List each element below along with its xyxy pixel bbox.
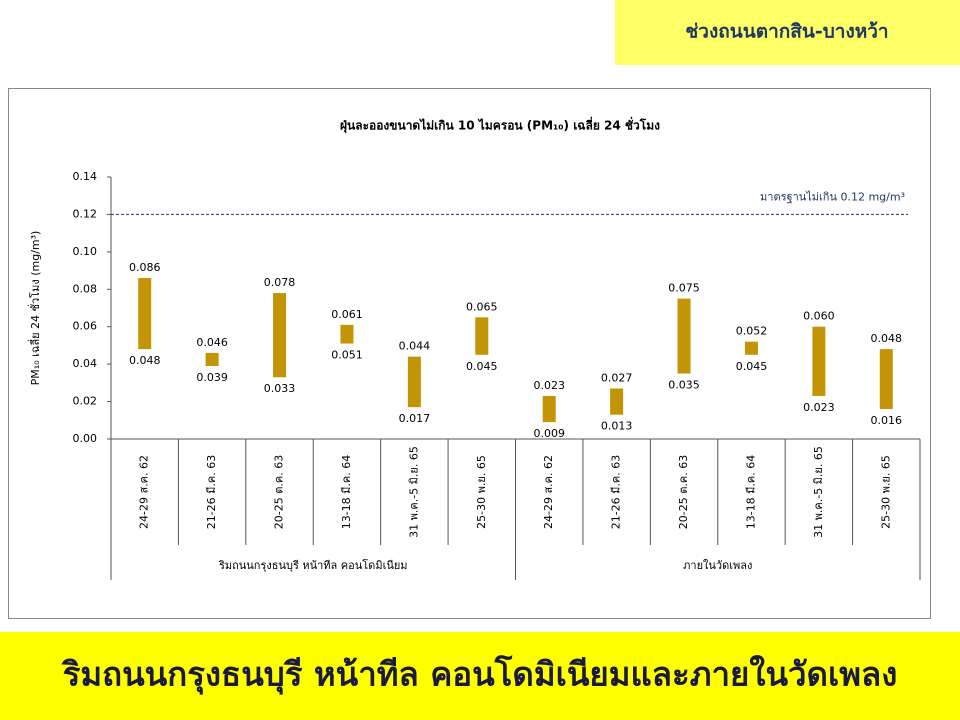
value-label-low: 0.039 (196, 371, 228, 384)
value-label-low: 0.013 (601, 420, 633, 433)
range-bar (879, 349, 893, 410)
value-label-low: 0.035 (668, 379, 700, 392)
reference-label: มาตรฐานไม่เกิน 0.12 mg/m³ (760, 190, 905, 203)
range-bar (542, 395, 556, 423)
value-label-high: 0.023 (533, 379, 565, 392)
group-label: ภายในวัดเพลง (683, 559, 752, 572)
value-label-high: 0.044 (399, 340, 431, 353)
x-tick-label: 20-25 ต.ค. 63 (677, 455, 690, 529)
group-label: ริมถนนกรุงธนบุรี หน้าทีล คอนโดมิเนียม (218, 558, 408, 572)
y-tick-label: 0.08 (73, 282, 98, 295)
value-label-high: 0.075 (668, 282, 700, 295)
value-label-low: 0.009 (533, 427, 565, 440)
x-tick-label: 24-29 ส.ค. 62 (138, 455, 151, 529)
y-tick-label: 0.06 (73, 320, 98, 333)
value-label-low: 0.045 (736, 360, 768, 373)
y-tick-label: 0.10 (73, 245, 98, 258)
range-bar (677, 298, 691, 374)
range-bar (205, 352, 219, 367)
value-label-low: 0.048 (129, 354, 161, 367)
y-axis-label: PM₁₀ เฉลี่ย 24 ชั่วโมง (mg/m³) (27, 231, 42, 386)
value-label-high: 0.046 (196, 336, 228, 349)
y-tick-label: 0.14 (73, 170, 98, 183)
range-bar (610, 388, 624, 415)
value-label-low: 0.017 (399, 412, 431, 425)
x-tick-label: 21-26 มี.ค. 63 (610, 455, 623, 530)
value-label-high: 0.086 (129, 261, 161, 274)
value-label-low: 0.033 (264, 382, 296, 395)
range-bar (138, 278, 152, 350)
banner-box (0, 632, 960, 720)
value-label-high: 0.065 (466, 300, 498, 313)
range-bar (475, 317, 489, 355)
value-label-high: 0.048 (871, 332, 903, 345)
value-label-low: 0.023 (803, 401, 835, 414)
x-tick-label: 24-29 ส.ค. 62 (542, 455, 555, 529)
chart-frame (8, 88, 931, 619)
range-bar (812, 326, 826, 396)
y-tick-label: 0.02 (73, 395, 98, 408)
header-title: ช่วงถนนตากสิน-บางหว้า (685, 21, 888, 43)
banner-text: ริมถนนกรุงธนบุรี หน้าทีล คอนโดมิเนียมและ… (61, 655, 897, 696)
header-box (615, 0, 960, 65)
value-label-high: 0.060 (803, 310, 835, 323)
range-bar (273, 293, 287, 378)
x-tick-label: 31 พ.ค.-5 มิ.ย. 65 (812, 446, 825, 538)
x-tick-label: 13-18 มี.ค. 64 (744, 455, 757, 530)
y-tick-label: 0.12 (73, 207, 98, 220)
value-label-low: 0.051 (331, 349, 363, 362)
value-label-low: 0.045 (466, 360, 498, 373)
x-tick-label: 21-26 มี.ค. 63 (205, 455, 218, 530)
chart-title: ฝุ่นละอองขนาดไม่เกิน 10 ไมครอน (PM₁₀) เฉ… (340, 117, 660, 134)
x-tick-label: 31 พ.ค.-5 มิ.ย. 65 (407, 446, 420, 538)
range-bar (407, 356, 421, 408)
value-label-high: 0.027 (601, 371, 633, 384)
x-tick-label: 25-30 พ.ย. 65 (475, 455, 488, 529)
value-label-high: 0.052 (736, 325, 768, 338)
value-label-high: 0.061 (331, 308, 363, 321)
x-tick-label: 20-25 ต.ค. 63 (273, 455, 286, 529)
y-tick-label: 0.00 (73, 432, 98, 445)
y-tick-label: 0.04 (73, 357, 98, 370)
value-label-high: 0.078 (264, 276, 296, 289)
range-bar (340, 324, 354, 344)
x-tick-label: 13-18 มี.ค. 64 (340, 455, 353, 530)
range-bar (744, 341, 758, 355)
x-tick-label: 25-30 พ.ย. 65 (879, 455, 892, 529)
value-label-low: 0.016 (871, 414, 903, 427)
